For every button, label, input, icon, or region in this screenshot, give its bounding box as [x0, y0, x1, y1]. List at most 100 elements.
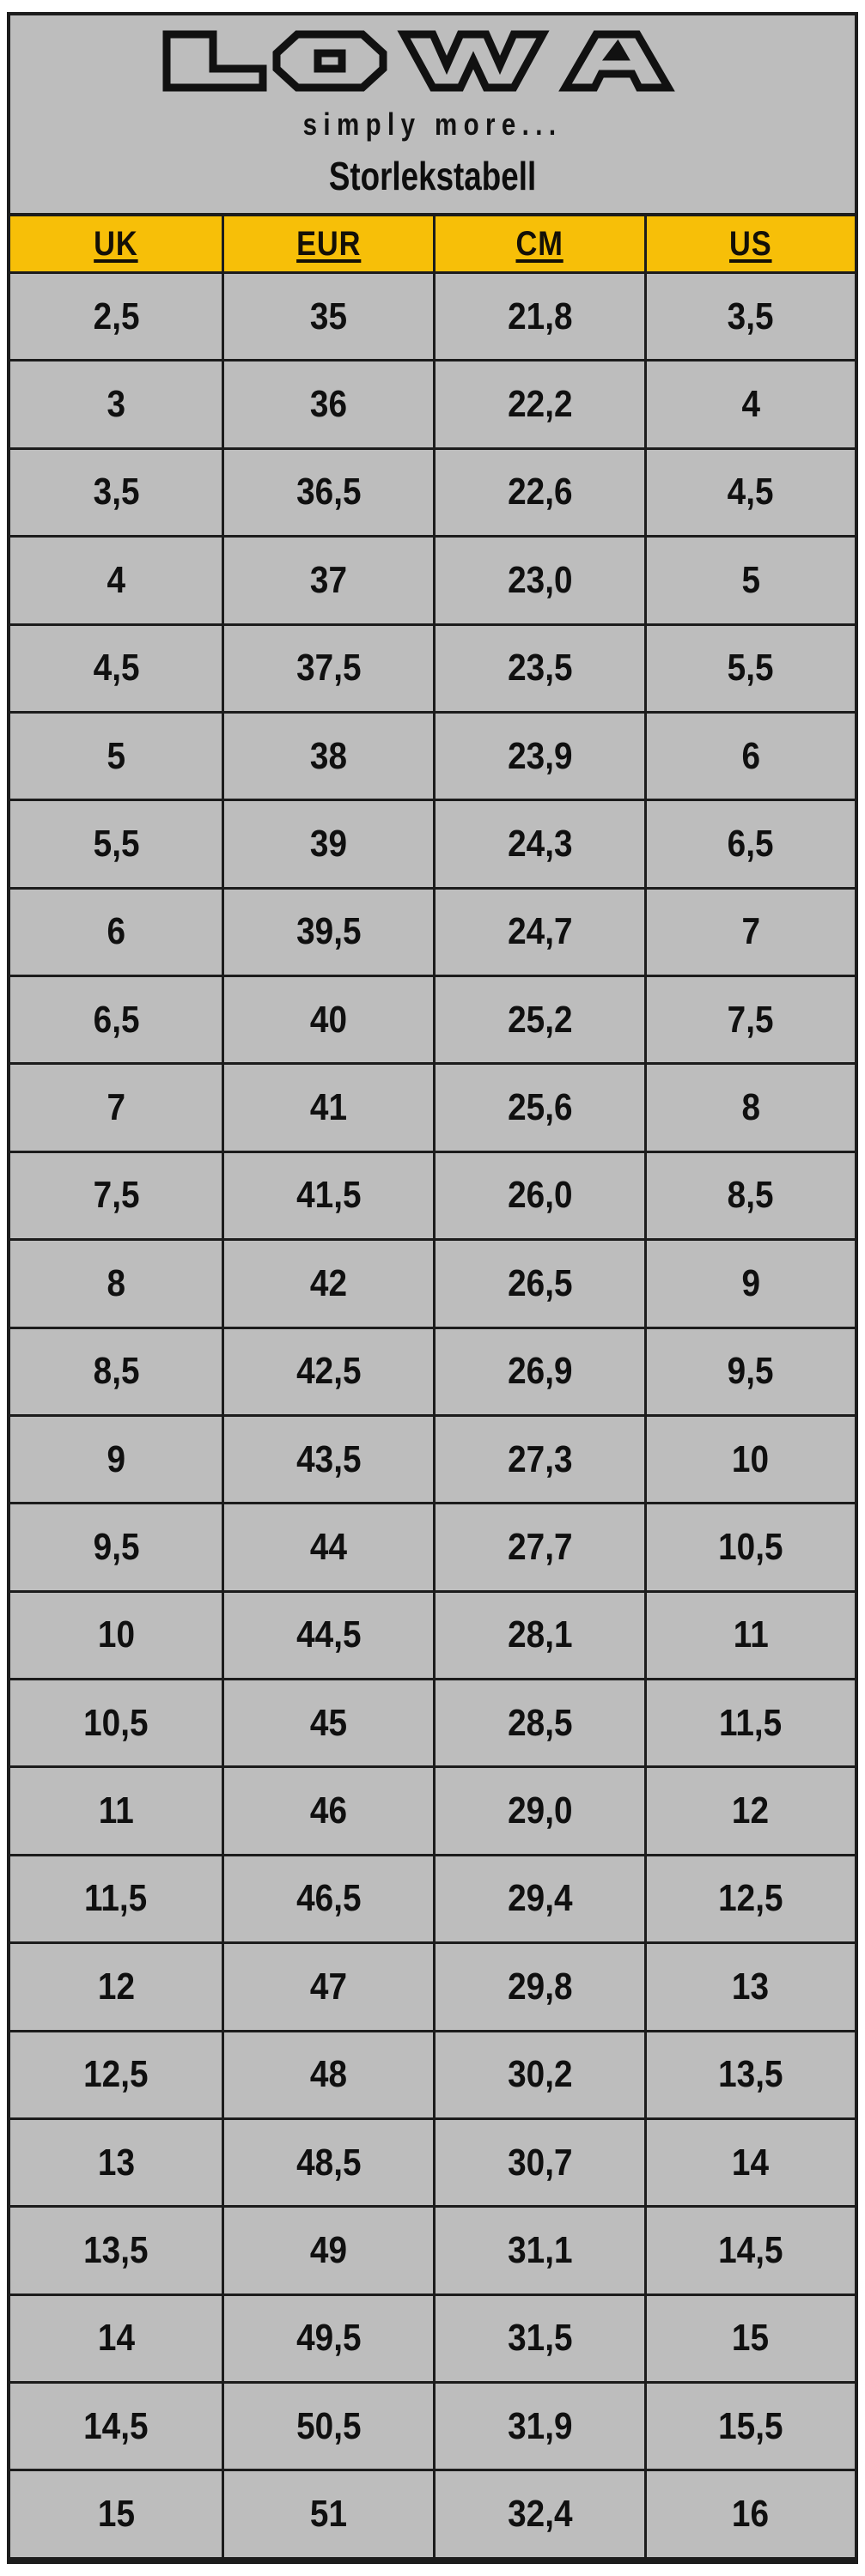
- cell-value: 31,5: [507, 2317, 573, 2360]
- table-cell: 24,3: [432, 799, 647, 890]
- cell-value: 35: [310, 295, 348, 337]
- table-cell: 15,5: [643, 2380, 855, 2472]
- table-cell: 26,5: [432, 1238, 647, 1329]
- cell-value: 50,5: [295, 2404, 362, 2447]
- cell-value: 39: [310, 822, 348, 865]
- table-cell: 4,5: [643, 447, 855, 538]
- table-row: 14,5 50,5 31,9 15,5: [10, 2380, 855, 2472]
- cell-value: 6: [107, 910, 125, 953]
- column-header-eur-label: EUR: [295, 224, 362, 263]
- table-row: 8,5 42,5 26,9 9,5: [10, 1326, 855, 1417]
- cell-value: 6,5: [93, 998, 140, 1041]
- table-row: 5 38 23,9 6: [10, 710, 855, 802]
- cell-value: 49: [310, 2228, 348, 2271]
- table-cell: 9,5: [643, 1326, 855, 1417]
- cell-value: 7,5: [727, 998, 774, 1041]
- cell-value: 22,6: [507, 471, 573, 513]
- table-cell: 14: [10, 2293, 225, 2385]
- table-row: 6,5 40 25,2 7,5: [10, 974, 855, 1066]
- cell-value: 15,5: [718, 2404, 783, 2447]
- cell-value: 14: [97, 2317, 135, 2360]
- table-cell: 30,2: [432, 2029, 647, 2120]
- cell-value: 46,5: [295, 1877, 362, 1920]
- table-cell: 14,5: [643, 2205, 855, 2296]
- table-cell: 14,5: [10, 2380, 225, 2472]
- cell-value: 14,5: [83, 2404, 149, 2447]
- table-row: 11 46 29,0 12: [10, 1765, 855, 1856]
- table-row: 9,5 44 27,7 10,5: [10, 1502, 855, 1593]
- table-cell: 37,5: [222, 623, 436, 714]
- cell-value: 4: [741, 383, 760, 426]
- cell-value: 26,5: [507, 1261, 573, 1304]
- table-row: 13,5 49 31,1 14,5: [10, 2205, 855, 2296]
- cell-value: 42: [310, 1261, 348, 1304]
- cell-value: 10: [97, 1613, 135, 1656]
- table-cell: 3: [10, 359, 225, 450]
- cell-value: 2,5: [93, 295, 140, 337]
- column-header-us: US: [643, 213, 855, 274]
- table-cell: 10,5: [643, 1502, 855, 1593]
- cell-value: 29,4: [507, 1877, 573, 1920]
- table-header-row: UK EUR CM US: [10, 213, 855, 274]
- table-cell: 6: [10, 886, 225, 978]
- cell-value: 23,0: [507, 558, 573, 601]
- table-cell: 46,5: [222, 1853, 436, 1945]
- table-cell: 26,9: [432, 1326, 647, 1417]
- cell-value: 49,5: [295, 2317, 362, 2360]
- cell-value: 14: [732, 2141, 770, 2184]
- cell-value: 42,5: [295, 1350, 362, 1393]
- table-cell: 10: [10, 1589, 225, 1681]
- cell-value: 46: [310, 1789, 348, 1832]
- table-cell: 48,5: [222, 2117, 436, 2208]
- table-cell: 6,5: [643, 799, 855, 890]
- table-cell: 7,5: [10, 1150, 225, 1242]
- cell-value: 15: [732, 2317, 770, 2360]
- table-cell: 42,5: [222, 1326, 436, 1417]
- table-header: UK EUR CM US: [10, 213, 855, 274]
- table-cell: 41: [222, 1062, 436, 1153]
- table-cell: 12,5: [10, 2029, 225, 2120]
- cell-value: 44: [310, 1525, 348, 1568]
- table-cell: 47: [222, 1941, 436, 2032]
- cell-value: 30,2: [507, 2053, 573, 2096]
- brand-header: simply more... Storlekstabell: [10, 15, 855, 213]
- cell-value: 12,5: [718, 1877, 783, 1920]
- table-body: 2,5 35 21,8 3,5 3 36 22,2 4 3,5 36,5 22,6 4,5 4 37 23,…: [10, 270, 855, 2561]
- cell-value: 10: [732, 1437, 770, 1480]
- column-header-cm: CM: [432, 213, 647, 274]
- table-cell: 4,5: [10, 623, 225, 714]
- table-cell: 40: [222, 974, 436, 1066]
- cell-value: 37,5: [295, 647, 362, 690]
- table-cell: 44: [222, 1502, 436, 1593]
- table-cell: 43,5: [222, 1413, 436, 1505]
- cell-value: 31,9: [507, 2404, 573, 2447]
- table-cell: 49,5: [222, 2293, 436, 2385]
- table-row: 10 44,5 28,1 11: [10, 1589, 855, 1681]
- table-cell: 39: [222, 799, 436, 890]
- cell-value: 13,5: [83, 2228, 149, 2271]
- table-cell: 5: [10, 710, 225, 802]
- size-conversion-table: UK EUR CM US 2,5 35 21,8 3,5 3 36 22,2 4 3,5 36,5…: [10, 213, 855, 2561]
- table-cell: 2,5: [10, 270, 225, 362]
- cell-value: 23,5: [507, 647, 573, 690]
- table-cell: 12,5: [643, 1853, 855, 1945]
- cell-value: 25,6: [507, 1086, 573, 1129]
- table-cell: 5,5: [643, 623, 855, 714]
- cell-value: 23,9: [507, 734, 573, 777]
- table-row: 14 49,5 31,5 15: [10, 2293, 855, 2385]
- table-cell: 27,3: [432, 1413, 647, 1505]
- cell-value: 30,7: [507, 2141, 573, 2184]
- cell-value: 13: [732, 1965, 770, 2008]
- table-row: 12,5 48 30,2 13,5: [10, 2029, 855, 2120]
- cell-value: 8: [741, 1086, 760, 1129]
- cell-value: 26,9: [507, 1350, 573, 1393]
- cell-value: 3,5: [727, 295, 774, 337]
- size-chart-frame: simply more... Storlekstabell UK EUR CM: [7, 12, 858, 2564]
- cell-value: 28,5: [507, 1701, 573, 1744]
- column-header-uk-label: UK: [94, 224, 138, 263]
- column-header-eur: EUR: [222, 213, 436, 274]
- cell-value: 12,5: [83, 2053, 149, 2096]
- table-row: 3,5 36,5 22,6 4,5: [10, 447, 855, 538]
- table-cell: 13: [10, 2117, 225, 2208]
- cell-value: 5: [107, 734, 125, 777]
